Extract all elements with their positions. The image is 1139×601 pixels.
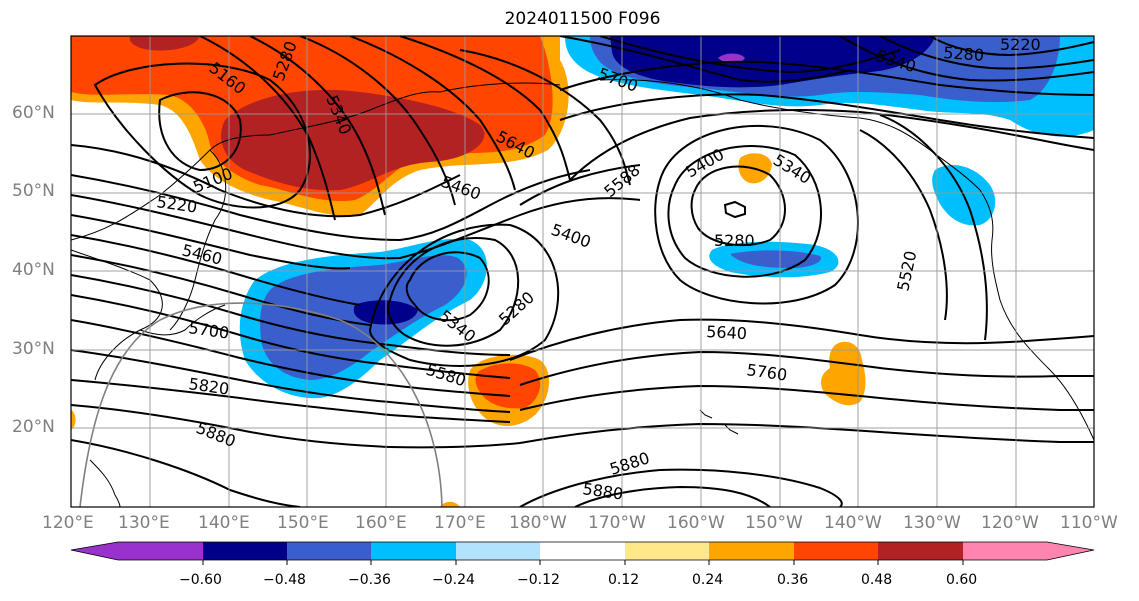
colorbar-tick-label: 0.48: [861, 572, 893, 588]
gridlines: [71, 36, 1094, 507]
contour-label: 5280: [943, 43, 985, 65]
positive-anomaly-south-small: [440, 501, 460, 507]
colorbar-outline: [70, 541, 1095, 561]
negative-anomaly-ne-core: [610, 36, 935, 88]
positive-anomaly-nw-max: [221, 89, 485, 191]
contour-label: 5280: [714, 231, 755, 250]
colorbar-cell: [287, 542, 371, 560]
contour-label: 5220: [1000, 35, 1041, 54]
lon-label: 120°W: [981, 513, 1039, 533]
colorbar-tick-label: 0.60: [946, 572, 978, 588]
positive-anomaly-east-subtropical: [821, 341, 866, 406]
colorbar-cell: [203, 542, 287, 560]
contour-label: 5640: [706, 322, 748, 343]
lat-label: 60°N: [12, 103, 55, 123]
lon-label: 130°E: [118, 513, 170, 533]
colorbar-tick-label: 0.36: [777, 572, 809, 588]
great-circle-track: [79, 302, 443, 507]
lon-label: 180°W: [509, 513, 567, 533]
map-frame: [70, 35, 1095, 508]
colorbar-cell: [456, 542, 540, 560]
colorbar-tick-label: −0.60: [179, 572, 222, 588]
negative-anomaly-ne-min: [718, 53, 745, 63]
lat-label: 40°N: [12, 260, 55, 280]
colorbar-tick-label: 0.12: [608, 572, 640, 588]
colorbar-tick-label: 0.24: [692, 572, 724, 588]
lon-label: 120°E: [42, 513, 94, 533]
colorbar-tick-label: −0.36: [348, 572, 391, 588]
lon-label: 110°W: [1060, 513, 1118, 533]
map-plot-area: 5160 5280 5100 5220 5340 5460 5400 5460 …: [71, 35, 1094, 507]
lon-label: 150°E: [277, 513, 329, 533]
colorbar-tick-label: −0.12: [517, 572, 560, 588]
positive-anomaly-nw-top: [129, 36, 200, 51]
colorbar: [70, 541, 1095, 565]
positive-anomaly-left-edge: [71, 410, 76, 430]
colorbar-cell: [625, 542, 709, 560]
lat-label: 30°N: [12, 339, 55, 359]
positive-anomaly-central-subtropical-core: [475, 363, 541, 409]
colorbar-extend-low: [71, 542, 118, 560]
lon-label: 160°E: [355, 513, 407, 533]
lat-label: 50°N: [12, 181, 55, 201]
lon-label: 150°W: [745, 513, 803, 533]
lon-label: 160°W: [667, 513, 725, 533]
colorbar-cell: [540, 542, 625, 560]
colorbar-cell: [963, 542, 1047, 560]
colorbar-cell: [371, 542, 456, 560]
colorbar-tick-label: −0.24: [432, 572, 475, 588]
lon-label: 140°E: [198, 513, 250, 533]
colorbar-cell: [878, 542, 963, 560]
lat-label: 20°N: [12, 417, 55, 437]
colorbar-tick-label: −0.48: [263, 572, 306, 588]
colorbar-cell: [709, 542, 794, 560]
lon-label: 130°W: [903, 513, 961, 533]
lon-label: 170°W: [588, 513, 646, 533]
colorbar-cell: [794, 542, 878, 560]
colorbar-extend-high: [1047, 542, 1094, 560]
lon-label: 170°E: [434, 513, 486, 533]
map-title: 2024011500 F096: [504, 9, 661, 29]
colorbar-cell: [118, 542, 203, 560]
lon-label: 140°W: [824, 513, 882, 533]
coastlines: [71, 79, 1094, 507]
